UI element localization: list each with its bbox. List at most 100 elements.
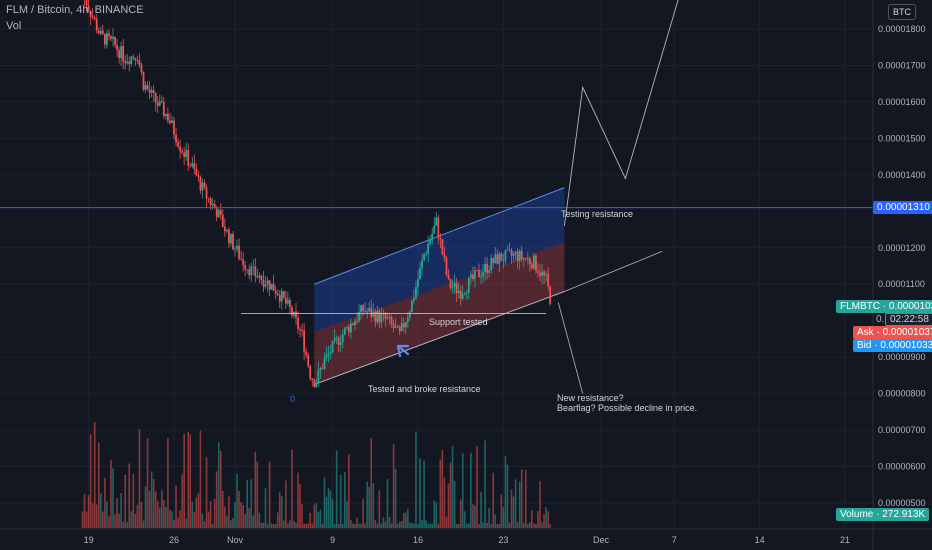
volume-bar xyxy=(354,524,356,528)
time-tick-label: 9 xyxy=(330,535,335,545)
price-tick-label: 0.00001400 xyxy=(878,170,926,180)
volume-bar xyxy=(497,524,499,528)
volume-bar xyxy=(289,520,291,528)
parallel-channel xyxy=(314,188,564,385)
candle-body xyxy=(324,358,326,368)
candle-body xyxy=(141,65,143,72)
candle-body xyxy=(163,102,165,116)
price-tick-label: 0.00001600 xyxy=(878,97,926,107)
volume-bar xyxy=(120,493,122,528)
time-tick-label: Nov xyxy=(227,535,244,545)
volume-bar xyxy=(383,517,385,528)
candle-body xyxy=(169,120,171,122)
candle-body xyxy=(405,322,407,327)
volume-indicator-label[interactable]: Vol xyxy=(6,20,21,32)
candle-body xyxy=(330,353,332,354)
volume-bar xyxy=(206,457,208,528)
volume-bar xyxy=(253,515,255,528)
volume-bar xyxy=(415,432,417,528)
volume-bar xyxy=(104,478,106,528)
volume-bar xyxy=(92,503,94,528)
symbol-price: 0.00001039 xyxy=(889,301,932,312)
candle-body xyxy=(515,252,517,254)
candle-body xyxy=(179,147,181,152)
volume-bar xyxy=(356,518,358,528)
volume-bar xyxy=(352,523,354,528)
symbol-label: FLMBTC xyxy=(840,301,880,312)
volume-bar xyxy=(338,524,340,528)
volume-bar xyxy=(192,502,194,528)
annotation-bearflag[interactable]: Bearflag? Possible decline in price. xyxy=(557,403,697,413)
candle-body xyxy=(222,215,224,227)
annotation-new-resistance[interactable]: New resistance? xyxy=(557,393,624,403)
candle-body xyxy=(232,234,234,249)
currency-button[interactable]: BTC xyxy=(888,4,916,20)
volume-bar xyxy=(128,463,130,528)
price-tick-label: 0.00001700 xyxy=(878,60,926,70)
volume-tag-label: Volume xyxy=(840,509,873,520)
volume-bar xyxy=(543,514,545,528)
candle-body xyxy=(295,312,297,318)
candle-body xyxy=(143,72,145,90)
volume-bar xyxy=(238,491,240,528)
candle-body xyxy=(490,258,492,270)
time-tick-label: 26 xyxy=(169,535,179,545)
candle-body xyxy=(444,254,446,258)
candle-body xyxy=(118,50,120,58)
candle-body xyxy=(545,274,547,275)
volume-bar xyxy=(336,450,338,528)
candle-body xyxy=(305,351,307,354)
volume-bar xyxy=(346,501,348,528)
volume-bar xyxy=(537,511,539,528)
volume-bar xyxy=(82,512,84,528)
price-axis: 0.00001800 0.00001700 0.00001600 0.00001500… xyxy=(878,24,926,508)
volume-bar xyxy=(545,507,547,528)
candle-body xyxy=(299,329,301,330)
volume-bar xyxy=(494,514,496,528)
candle-body xyxy=(216,208,218,217)
volume-bar xyxy=(438,524,440,528)
time-axis: 19 26 Nov 9 16 23 Dec 7 14 21 xyxy=(84,535,850,545)
candle-body xyxy=(165,114,167,116)
volume-bar xyxy=(250,479,252,528)
volume-bar xyxy=(173,520,175,528)
volume-bar xyxy=(116,498,118,528)
candle-body xyxy=(326,354,328,358)
volume-bar xyxy=(102,512,104,528)
price-tick-label: 0.00000600 xyxy=(878,462,926,472)
annotation-tested-broke-resistance[interactable]: Tested and broke resistance xyxy=(368,384,481,394)
candle-body xyxy=(460,291,462,299)
annotation-support-tested[interactable]: Support tested xyxy=(429,317,488,327)
candle-body xyxy=(472,274,474,278)
volume-bar xyxy=(244,514,246,528)
volume-value-tag: Volume · 272.913K xyxy=(836,508,929,521)
candle-body xyxy=(248,269,250,275)
annotation-testing-resistance[interactable]: Testing resistance xyxy=(561,209,633,219)
volume-bar xyxy=(283,521,285,528)
volume-bar xyxy=(240,502,242,528)
candle-body xyxy=(478,270,480,277)
candle-body xyxy=(543,272,545,276)
volume-bar xyxy=(340,475,342,528)
volume-bar xyxy=(301,504,303,528)
volume-bar xyxy=(503,507,505,528)
symbol-title: FLM / Bitcoin, 4h, BINANCE xyxy=(6,4,144,16)
candle-body xyxy=(342,334,344,342)
candle-body xyxy=(523,258,525,259)
volume-bar xyxy=(263,523,265,528)
volume-bar xyxy=(322,524,324,528)
volume-bar xyxy=(436,503,438,528)
volume-bar xyxy=(287,523,289,528)
candle-body xyxy=(315,383,317,387)
volume-bar xyxy=(464,511,466,528)
candle-body xyxy=(228,230,230,244)
candle-body xyxy=(291,307,293,315)
candle-body xyxy=(137,60,139,61)
volume-bar xyxy=(175,485,177,528)
volume-bar xyxy=(84,494,86,528)
price-tick-label: 0.00000700 xyxy=(878,425,926,435)
candle-body xyxy=(265,284,267,286)
volume-bar xyxy=(145,486,147,528)
volume-bar xyxy=(187,432,189,528)
